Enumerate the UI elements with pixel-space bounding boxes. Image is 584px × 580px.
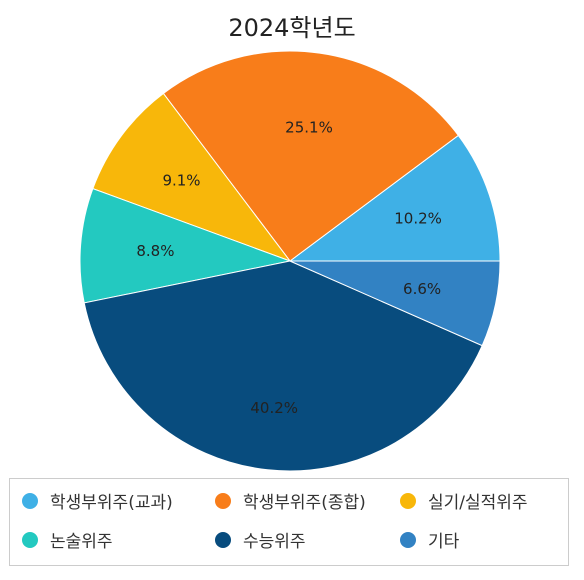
legend-swatch — [215, 492, 231, 509]
legend-item[interactable]: 학생부위주(교과) — [22, 488, 173, 513]
legend-swatch — [215, 531, 231, 548]
legend-swatch — [22, 531, 38, 548]
legend-label: 실기/실적위주 — [428, 493, 528, 513]
legend-label: 학생부위주(교과) — [50, 493, 173, 513]
legend-item[interactable]: 논술위주 — [22, 527, 113, 552]
pie-slice[interactable] — [289, 260, 501, 347]
legend-item[interactable]: 수능위주 — [215, 527, 306, 552]
legend-label: 기타 — [428, 532, 460, 552]
slice-label: 6.6% — [403, 280, 441, 298]
legend-item[interactable]: 기타 — [400, 527, 459, 552]
pie-slice[interactable] — [79, 187, 292, 304]
slice-label: 8.8% — [136, 242, 174, 260]
pie-slice[interactable] — [83, 260, 483, 472]
pie-slice[interactable] — [162, 50, 460, 262]
slice-label: 40.2% — [250, 399, 298, 417]
legend-label: 학생부위주(종합) — [243, 493, 366, 513]
slice-label: 25.1% — [285, 118, 333, 136]
chart-title: 2024학년도 — [228, 14, 356, 42]
slice-label: 9.1% — [162, 172, 200, 190]
pie-slice[interactable] — [92, 92, 292, 263]
pie-slice[interactable] — [288, 134, 501, 262]
legend-swatch — [400, 492, 416, 509]
pie-chart: 10.2% 25.1% 9.1% 8.8% 40.2% 6.6% — [79, 50, 501, 472]
legend-swatch — [22, 492, 38, 509]
legend-swatch — [400, 531, 416, 548]
legend-label: 수능위주 — [243, 532, 306, 552]
legend-item[interactable]: 학생부위주(종합) — [215, 488, 366, 513]
legend-item[interactable]: 실기/실적위주 — [400, 488, 528, 513]
legend-label: 논술위주 — [50, 532, 113, 552]
slice-label: 10.2% — [394, 210, 442, 228]
